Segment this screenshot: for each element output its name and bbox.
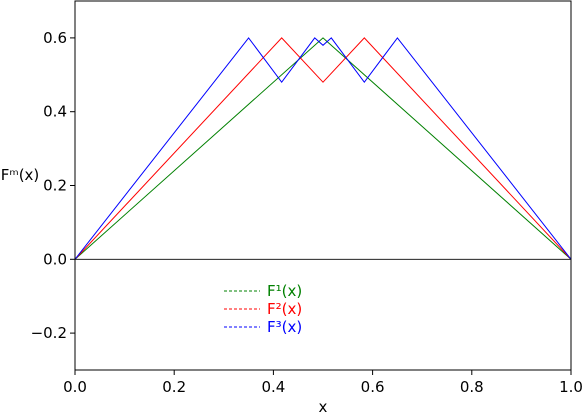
legend: F¹(x)F²(x)F³(x): [224, 282, 302, 336]
legend-label: F¹(x): [267, 282, 302, 300]
x-axis-label: x: [319, 398, 328, 416]
series-line-2: [74, 37, 572, 260]
legend-label: F³(x): [267, 318, 302, 336]
x-tick-label: 1.0: [559, 378, 583, 396]
x-axis-ticks: 0.0 0.2 0.4 0.6 0.8 1.0: [63, 370, 583, 396]
y-tick-label: 0.2: [43, 177, 67, 195]
legend-label: F²(x): [267, 300, 302, 318]
x-tick-label: 0.0: [63, 378, 87, 396]
x-tick-label: 0.6: [361, 378, 385, 396]
x-tick-label: 0.4: [261, 378, 285, 396]
y-tick-label: 0.0: [43, 250, 67, 268]
plot-lines: [74, 37, 572, 260]
y-tick-label: 0.4: [43, 103, 67, 121]
series-line-3: [74, 37, 572, 260]
y-tick-label: −0.2: [31, 324, 67, 342]
y-tick-label: 0.6: [43, 29, 67, 47]
x-tick-label: 0.8: [460, 378, 484, 396]
y-axis-label: Fᵐ(x): [1, 166, 40, 184]
y-axis-ticks: −0.2 0.0 0.2 0.4 0.6: [31, 29, 75, 342]
x-tick-label: 0.2: [162, 378, 186, 396]
series-line-1: [74, 37, 572, 260]
